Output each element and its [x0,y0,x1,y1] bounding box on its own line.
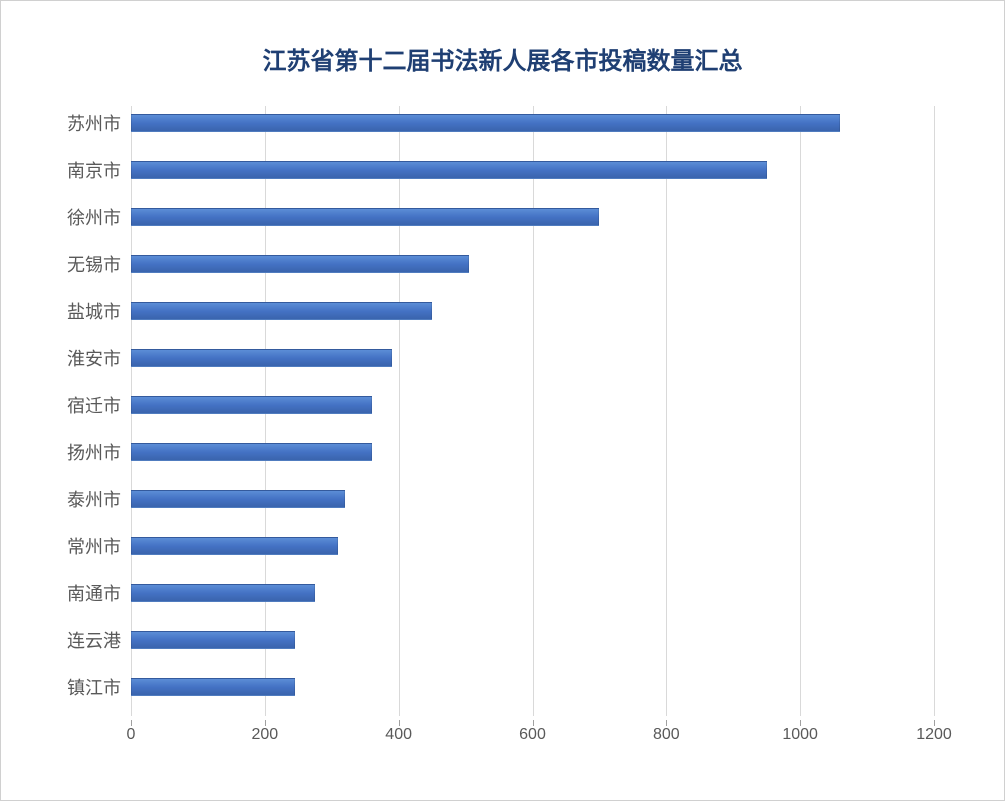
bar-row: 扬州市 [131,441,934,463]
bar-row: 镇江市 [131,676,934,698]
bar [131,396,372,414]
bar [131,490,345,508]
grid-line [934,106,935,716]
category-label: 泰州市 [67,486,121,512]
bar [131,584,315,602]
bar-row: 淮安市 [131,347,934,369]
x-axis: 020040060080010001200 [131,716,934,746]
x-tick-label: 1200 [916,726,952,744]
bar [131,537,338,555]
chart-title: 江苏省第十二届书法新人展各市投稿数量汇总 [31,41,974,76]
bar [131,678,295,696]
x-tick-label: 0 [127,726,136,744]
x-tick-label: 400 [385,726,412,744]
category-label: 宿迁市 [67,392,121,418]
x-tick-label: 800 [653,726,680,744]
category-label: 淮安市 [67,345,121,371]
bar-row: 苏州市 [131,112,934,134]
category-label: 镇江市 [67,674,121,700]
bar-row: 宿迁市 [131,394,934,416]
bar-row: 常州市 [131,535,934,557]
plot-area: 苏州市南京市徐州市无锡市盐城市淮安市宿迁市扬州市泰州市常州市南通市连云港镇江市 … [131,106,934,746]
category-label: 南通市 [67,580,121,606]
category-label: 南京市 [67,157,121,183]
bar [131,255,469,273]
x-tick-label: 1000 [782,726,818,744]
bar-row: 泰州市 [131,488,934,510]
chart-container: 江苏省第十二届书法新人展各市投稿数量汇总 苏州市南京市徐州市无锡市盐城市淮安市宿… [0,0,1005,801]
category-label: 扬州市 [67,439,121,465]
category-label: 连云港 [67,627,121,653]
category-label: 苏州市 [67,110,121,136]
bar-row: 连云港 [131,629,934,651]
bar-row: 徐州市 [131,206,934,228]
x-tick-label: 600 [519,726,546,744]
category-label: 常州市 [67,533,121,559]
x-tick-label: 200 [251,726,278,744]
bar-row: 南通市 [131,582,934,604]
bars-region: 苏州市南京市徐州市无锡市盐城市淮安市宿迁市扬州市泰州市常州市南通市连云港镇江市 [131,106,934,716]
category-label: 徐州市 [67,204,121,230]
bar [131,302,432,320]
bar-row: 盐城市 [131,300,934,322]
bar [131,161,767,179]
bar [131,631,295,649]
bar [131,443,372,461]
bar [131,208,599,226]
bar [131,349,392,367]
bar [131,114,840,132]
category-label: 无锡市 [67,251,121,277]
bar-row: 南京市 [131,159,934,181]
category-label: 盐城市 [67,298,121,324]
bar-row: 无锡市 [131,253,934,275]
